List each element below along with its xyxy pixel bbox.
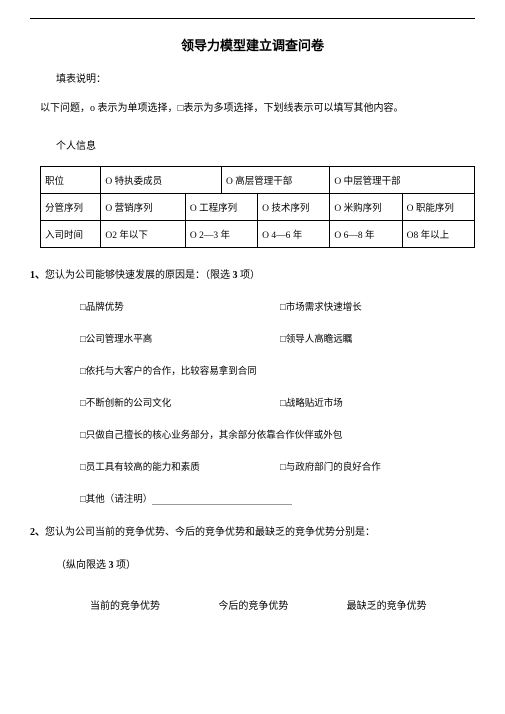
q2-columns: 当前的竞争优势 今后的竞争优势 最缺乏的竞争优势 — [90, 597, 475, 612]
checkbox-option[interactable]: □战略贴近市场 — [280, 395, 343, 409]
q1-text-end: 项） — [238, 270, 261, 281]
row-label: 入司时间 — [41, 221, 101, 248]
personal-info-label: 个人信息 — [56, 137, 475, 152]
checkbox-option[interactable]: □员工具有较高的能力和素质 — [80, 459, 280, 473]
checkbox-option[interactable]: □依托与大客户的合作，比较容易拿到合同 — [80, 363, 475, 377]
radio-option[interactable]: O 职能序列 — [402, 194, 474, 221]
radio-option[interactable]: O 特执委成员 — [101, 167, 222, 194]
instruction-text: 以下问题，o 表示为单项选择，□表示为多项选择，下划线表示可以填写其他内容。 — [40, 101, 475, 117]
page-title: 领导力模型建立调查问卷 — [30, 35, 475, 54]
checkbox-option[interactable]: □品牌优势 — [80, 299, 280, 313]
table-row: 分管序列 O 营销序列 O 工程序列 O 技术序列 O 米购序列 O 职能序列 — [41, 194, 475, 221]
checkbox-option[interactable]: □不断创新的公司文化 — [80, 395, 280, 409]
checkbox-option[interactable]: □与政府部门的良好合作 — [280, 459, 381, 473]
row-label: 职位 — [41, 167, 101, 194]
radio-option[interactable]: O 米购序列 — [330, 194, 402, 221]
radio-option[interactable]: O 营销序列 — [101, 194, 185, 221]
radio-option[interactable]: O 高层管理干部 — [222, 167, 330, 194]
form-instruction-label: 填表说明： — [56, 70, 475, 85]
table-row: 职位 O 特执委成员 O 高层管理干部 O 中层管理干部 — [41, 167, 475, 194]
radio-option[interactable]: O2 年以下 — [101, 221, 185, 248]
question-2: 2、您认为公司当前的竞争优势、今后的竞争优势和最缺乏的竞争优势分别是： — [30, 523, 475, 538]
radio-option[interactable]: O 2—3 年 — [185, 221, 257, 248]
checkbox-option-other[interactable]: □其他（请注明） — [80, 491, 152, 505]
col-header: 最缺乏的竞争优势 — [347, 597, 475, 612]
info-table: 职位 O 特执委成员 O 高层管理干部 O 中层管理干部 分管序列 O 营销序列… — [40, 166, 475, 248]
row-label: 分管序列 — [41, 194, 101, 221]
radio-option[interactable]: O 6—8 年 — [330, 221, 402, 248]
radio-option[interactable]: O 技术序列 — [258, 194, 330, 221]
radio-option[interactable]: O 工程序列 — [185, 194, 257, 221]
question-1: 1、您认为公司能够快速发展的原因是：（限选 3 项） — [30, 266, 475, 281]
checkbox-option[interactable]: □市场需求快速增长 — [280, 299, 362, 313]
col-header: 今后的竞争优势 — [218, 597, 346, 612]
q2-number: 2、 — [30, 527, 45, 538]
q1-number: 1、 — [30, 270, 45, 281]
radio-option[interactable]: O8 年以上 — [402, 221, 474, 248]
checkbox-option[interactable]: □公司管理水平高 — [80, 331, 280, 345]
col-header: 当前的竞争优势 — [90, 597, 218, 612]
radio-option[interactable]: O 4—6 年 — [258, 221, 330, 248]
checkbox-option[interactable]: □领导人高瞻远瞩 — [280, 331, 352, 345]
q2-subnote: （纵向限选 3 项） — [56, 556, 475, 571]
checkbox-option[interactable]: □只做自己擅长的核心业务部分，其余部分依靠合作伙伴或外包 — [80, 427, 475, 441]
q1-text: 您认为公司能够快速发展的原因是：（限选 — [45, 270, 233, 281]
q2-text: 您认为公司当前的竞争优势、今后的竞争优势和最缺乏的竞争优势分别是： — [45, 527, 375, 538]
table-row: 入司时间 O2 年以下 O 2—3 年 O 4—6 年 O 6—8 年 O8 年… — [41, 221, 475, 248]
radio-option[interactable]: O 中层管理干部 — [330, 167, 475, 194]
other-input[interactable] — [152, 491, 292, 505]
